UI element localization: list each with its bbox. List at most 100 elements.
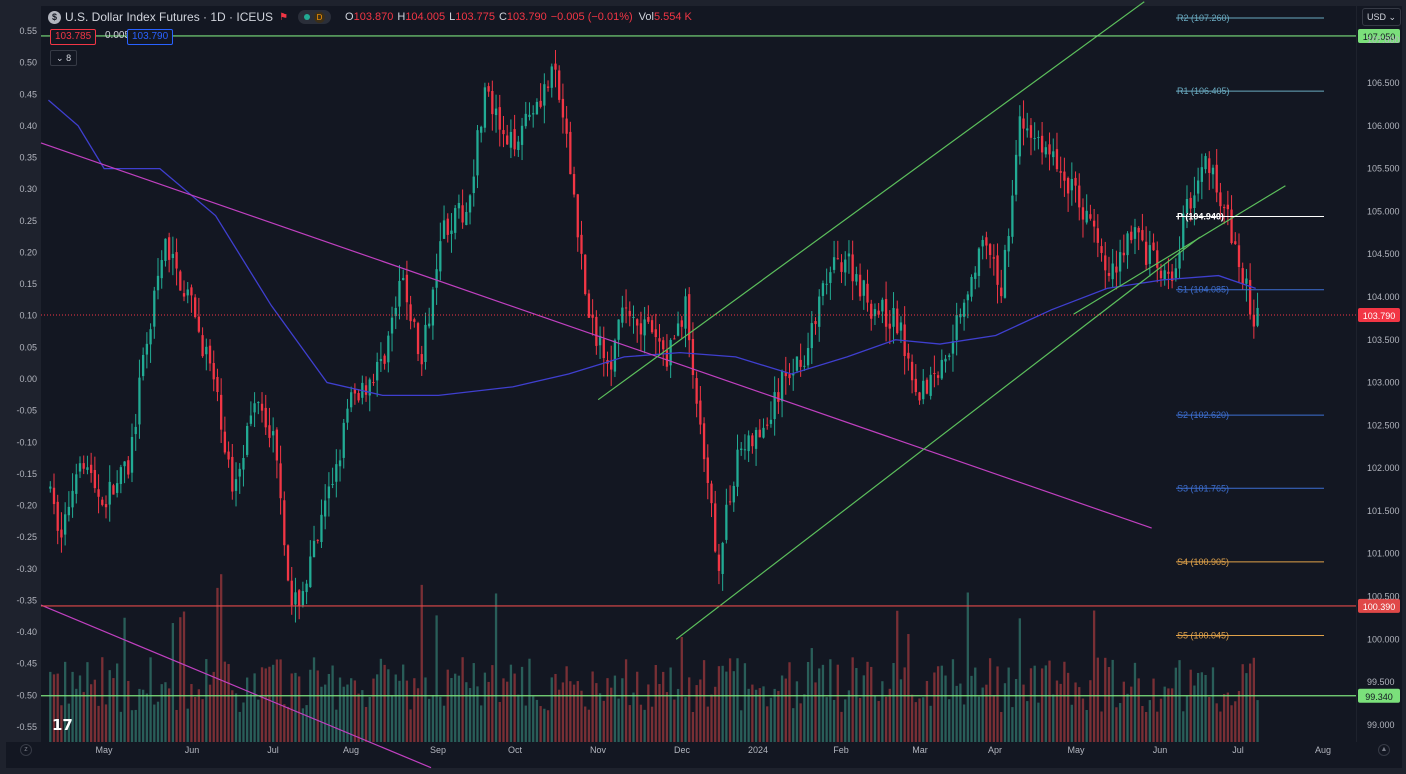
candle-body bbox=[312, 540, 316, 558]
candle-body bbox=[662, 340, 665, 350]
status-pill[interactable]: D bbox=[298, 10, 332, 24]
volume-bar bbox=[736, 658, 739, 742]
candle-body bbox=[461, 205, 464, 223]
volume-bar bbox=[316, 670, 319, 742]
candle-body bbox=[524, 113, 527, 127]
volume-bar bbox=[127, 680, 130, 742]
candle-body bbox=[130, 436, 134, 473]
volume-bar bbox=[1044, 665, 1047, 742]
volume-bar bbox=[751, 684, 754, 742]
bid-price[interactable]: 103.785 bbox=[50, 29, 97, 45]
volume-bar bbox=[907, 634, 910, 742]
time-axis[interactable]: May Jun Jul Aug Sep Oct Nov Dec 2024 Feb Mar Apr May… bbox=[95, 745, 1331, 755]
candle-body bbox=[870, 303, 873, 319]
volume-bar bbox=[372, 678, 375, 742]
symbol-header[interactable]: $ U.S. Dollar Index Futures · 1D · ICEUS… bbox=[48, 8, 692, 26]
volume-bar bbox=[706, 706, 709, 742]
flag-icon[interactable]: ⚑ bbox=[279, 11, 289, 23]
change-value: −0.005 (−0.01%) bbox=[550, 11, 633, 23]
volume-bar bbox=[1078, 687, 1081, 742]
volume-bar bbox=[554, 673, 557, 742]
volume-bar bbox=[86, 662, 89, 742]
candle-body bbox=[996, 255, 999, 285]
candle-body bbox=[153, 290, 156, 327]
volume-bar bbox=[1085, 709, 1088, 742]
time-tick-label: Jul bbox=[267, 745, 279, 755]
trendline-magenta-downtrend bbox=[40, 142, 1152, 529]
candle-body bbox=[108, 481, 111, 505]
candle-body bbox=[1204, 156, 1207, 170]
left-tick-label: -0.10 bbox=[16, 437, 37, 447]
candle-body bbox=[1215, 164, 1218, 193]
scroll-right-icon[interactable]: ▲ bbox=[1378, 744, 1390, 756]
volume-bar bbox=[747, 688, 750, 742]
right-price-axis[interactable]: 99.000 99.500 100.000 100.500 101.000 101.500… bbox=[1367, 35, 1400, 730]
ask-price[interactable]: 103.790 bbox=[127, 29, 174, 45]
volume-bar bbox=[818, 668, 821, 742]
volume-bar bbox=[769, 697, 773, 742]
candle-body bbox=[795, 356, 799, 371]
candle-body bbox=[721, 542, 724, 574]
candle-body bbox=[82, 463, 85, 469]
currency-selector[interactable]: USD ⌄ bbox=[1362, 8, 1402, 26]
volume-bar bbox=[142, 689, 145, 742]
candle-body bbox=[695, 378, 698, 404]
timezone-icon[interactable]: z bbox=[20, 744, 32, 756]
candle-body bbox=[56, 501, 59, 531]
candle-body bbox=[840, 262, 843, 272]
level-price-label: 99.340 bbox=[1365, 692, 1393, 702]
symbol-title[interactable]: U.S. Dollar Index Futures · 1D · ICEUS bbox=[65, 10, 274, 24]
candle-body bbox=[78, 463, 82, 472]
volume-bar bbox=[517, 694, 520, 742]
volume-bar bbox=[580, 690, 583, 742]
candle-body bbox=[253, 403, 256, 413]
volume-bar bbox=[1245, 673, 1248, 742]
candle-body bbox=[520, 125, 524, 145]
price-tick-label: 105.000 bbox=[1367, 206, 1400, 216]
volume-bar bbox=[156, 701, 160, 742]
volume-bar bbox=[688, 677, 691, 742]
volume-bar bbox=[134, 709, 137, 742]
volume-bar bbox=[1237, 690, 1241, 742]
candle-body bbox=[216, 376, 219, 393]
candle-body bbox=[743, 449, 747, 451]
candle-body bbox=[974, 272, 977, 279]
candle-body bbox=[888, 323, 891, 329]
volume-bar bbox=[78, 675, 82, 742]
volume-bar bbox=[376, 674, 379, 742]
volume-bar bbox=[836, 664, 839, 742]
candle-body bbox=[350, 392, 353, 408]
candle-body bbox=[513, 129, 516, 150]
candle-body bbox=[446, 218, 449, 235]
candle-body bbox=[862, 280, 865, 296]
candle-body bbox=[725, 504, 728, 540]
delayed-icon: D bbox=[314, 11, 326, 23]
volume-bar bbox=[272, 664, 275, 742]
time-tick-label: May bbox=[1067, 745, 1085, 755]
volume-bar bbox=[301, 708, 305, 742]
indicator-collapse-button[interactable]: ⌄ 8 bbox=[50, 50, 78, 66]
volume-bar bbox=[268, 666, 271, 742]
candle-body bbox=[806, 348, 810, 366]
candle-body bbox=[647, 316, 650, 322]
volume-bar bbox=[1174, 667, 1177, 742]
volume-bar bbox=[115, 663, 119, 742]
volume-bar bbox=[468, 688, 472, 742]
left-tick-label: 0.15 bbox=[19, 279, 37, 289]
candle-body bbox=[346, 408, 349, 423]
candle-body bbox=[182, 293, 186, 297]
candle-body bbox=[966, 294, 969, 301]
tradingview-logo-icon[interactable]: 17 bbox=[52, 716, 73, 734]
candle-body bbox=[376, 361, 379, 381]
volume-bar bbox=[324, 684, 327, 742]
candle-body bbox=[1185, 198, 1189, 213]
volume-bar bbox=[1040, 668, 1044, 742]
candle-body bbox=[201, 335, 204, 357]
candle-body bbox=[1081, 207, 1085, 220]
candle-body bbox=[1226, 204, 1229, 210]
candle-body bbox=[613, 340, 617, 372]
volume-bar bbox=[364, 706, 368, 742]
volume-bar bbox=[977, 696, 981, 742]
chevron-down-icon: ⌄ bbox=[56, 53, 64, 63]
